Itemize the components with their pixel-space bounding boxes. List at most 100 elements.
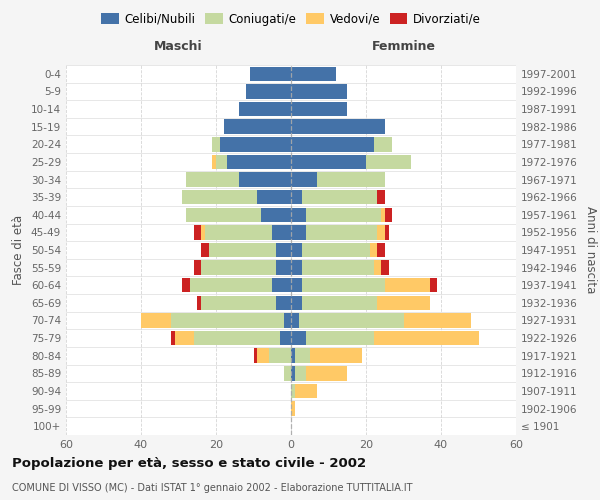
Text: Femmine: Femmine [371,40,436,52]
Bar [310,348,362,363]
Bar [197,296,201,310]
Bar [291,296,302,310]
Bar [223,120,291,134]
Bar [302,260,373,275]
Bar [291,172,317,186]
Bar [201,296,276,310]
Bar [227,154,291,169]
Bar [212,154,216,169]
Bar [193,331,280,345]
Bar [201,243,209,257]
Bar [193,260,201,275]
Bar [377,225,385,240]
Bar [306,331,373,345]
Bar [373,260,381,275]
Bar [373,331,479,345]
Bar [239,172,291,186]
Bar [186,172,239,186]
Bar [370,243,377,257]
Bar [306,366,347,380]
Bar [250,66,291,81]
Bar [182,190,257,204]
Bar [291,348,295,363]
Bar [291,84,347,98]
Text: COMUNE DI VISSO (MC) - Dati ISTAT 1° gennaio 2002 - Elaborazione TUTTITALIA.IT: COMUNE DI VISSO (MC) - Dati ISTAT 1° gen… [12,483,413,493]
Bar [385,208,392,222]
Bar [291,243,302,257]
Bar [291,208,306,222]
Bar [254,348,257,363]
Bar [276,243,291,257]
Bar [291,225,306,240]
Bar [272,278,291,292]
Bar [171,314,284,328]
Bar [377,243,385,257]
Bar [385,278,430,292]
Bar [381,260,389,275]
Bar [291,260,302,275]
Bar [385,225,389,240]
Text: Maschi: Maschi [154,40,203,52]
Bar [186,208,261,222]
Bar [239,102,291,117]
Bar [291,366,295,380]
Bar [201,260,276,275]
Bar [171,331,175,345]
Bar [269,348,291,363]
Bar [246,84,291,98]
Bar [291,384,295,398]
Bar [302,190,377,204]
Bar [201,225,205,240]
Bar [302,278,385,292]
Bar [284,366,291,380]
Bar [373,137,392,152]
Bar [291,331,306,345]
Bar [291,314,299,328]
Bar [175,331,193,345]
Bar [291,278,302,292]
Bar [366,154,411,169]
Bar [295,366,306,380]
Bar [272,225,291,240]
Bar [404,314,471,328]
Bar [205,225,272,240]
Bar [220,137,291,152]
Bar [291,120,385,134]
Bar [299,314,404,328]
Bar [257,190,291,204]
Bar [216,154,227,169]
Bar [306,225,377,240]
Bar [141,314,171,328]
Bar [284,314,291,328]
Y-axis label: Fasce di età: Fasce di età [13,215,25,285]
Legend: Celibi/Nubili, Coniugati/e, Vedovi/e, Divorziati/e: Celibi/Nubili, Coniugati/e, Vedovi/e, Di… [96,8,486,30]
Bar [302,243,370,257]
Bar [280,331,291,345]
Bar [291,66,336,81]
Bar [212,137,220,152]
Bar [257,348,269,363]
Bar [430,278,437,292]
Bar [377,296,430,310]
Bar [295,348,310,363]
Bar [291,154,366,169]
Bar [381,208,385,222]
Y-axis label: Anni di nascita: Anni di nascita [584,206,597,294]
Bar [190,278,272,292]
Bar [306,208,381,222]
Bar [209,243,276,257]
Bar [182,278,190,292]
Bar [291,402,295,416]
Bar [377,190,385,204]
Bar [276,296,291,310]
Bar [291,137,373,152]
Bar [276,260,291,275]
Text: Popolazione per età, sesso e stato civile - 2002: Popolazione per età, sesso e stato civil… [12,458,366,470]
Bar [302,296,377,310]
Bar [291,102,347,117]
Bar [261,208,291,222]
Bar [317,172,385,186]
Bar [291,190,302,204]
Bar [295,384,317,398]
Bar [193,225,201,240]
